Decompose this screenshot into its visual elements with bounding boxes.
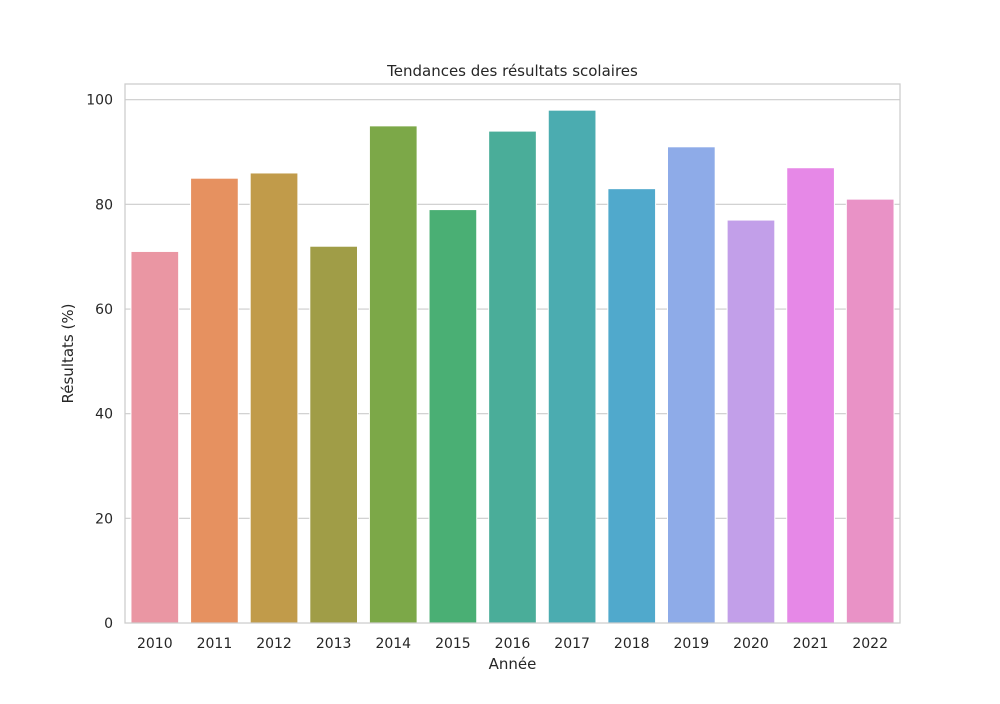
- x-tick-label: 2019: [674, 636, 710, 652]
- y-axis-label: Résultats (%): [59, 304, 77, 404]
- bar-2016: [488, 130, 537, 624]
- bar-2010: [130, 250, 180, 624]
- bar-2018: [607, 188, 657, 624]
- x-tick-label: 2014: [375, 636, 411, 652]
- x-tick-label: 2021: [793, 636, 829, 652]
- bar-2011: [190, 177, 239, 624]
- x-tick-label: 2013: [316, 636, 352, 652]
- x-tick-label: 2017: [554, 636, 590, 652]
- x-tick-label: 2018: [614, 636, 650, 652]
- x-axis-ticks: 2010 2011 2012 2013 2014 2015 2016 2017 2018 2019…: [137, 636, 888, 652]
- y-tick-label: 60: [95, 302, 113, 318]
- y-tick-label: 0: [104, 616, 113, 632]
- x-tick-label: 2020: [733, 636, 769, 652]
- bar-2021: [786, 167, 835, 624]
- x-tick-label: 2015: [435, 636, 471, 652]
- bar-2019: [667, 146, 716, 624]
- y-tick-label: 100: [86, 93, 113, 109]
- x-tick-label: 2010: [137, 636, 173, 652]
- y-axis-ticks: 0 20 40 60 80 100: [86, 93, 113, 632]
- bar-2015: [428, 209, 478, 624]
- bar-2013: [309, 245, 358, 624]
- bar-2017: [547, 109, 597, 624]
- bar-2014: [368, 125, 418, 624]
- chart-title: Tendances des résultats scolaires: [386, 62, 638, 80]
- y-tick-label: 40: [95, 407, 113, 423]
- plot-frame: [124, 83, 901, 624]
- x-tick-label: 2016: [495, 636, 531, 652]
- bars: [130, 109, 895, 624]
- y-tick-label: 20: [95, 511, 113, 527]
- bar-2022: [845, 198, 895, 624]
- bar-2012: [249, 172, 299, 624]
- x-axis-label: Année: [489, 655, 537, 673]
- x-tick-label: 2022: [852, 636, 888, 652]
- bar-2020: [726, 219, 776, 624]
- x-tick-label: 2011: [197, 636, 233, 652]
- x-tick-label: 2012: [256, 636, 292, 652]
- y-tick-label: 80: [95, 197, 113, 213]
